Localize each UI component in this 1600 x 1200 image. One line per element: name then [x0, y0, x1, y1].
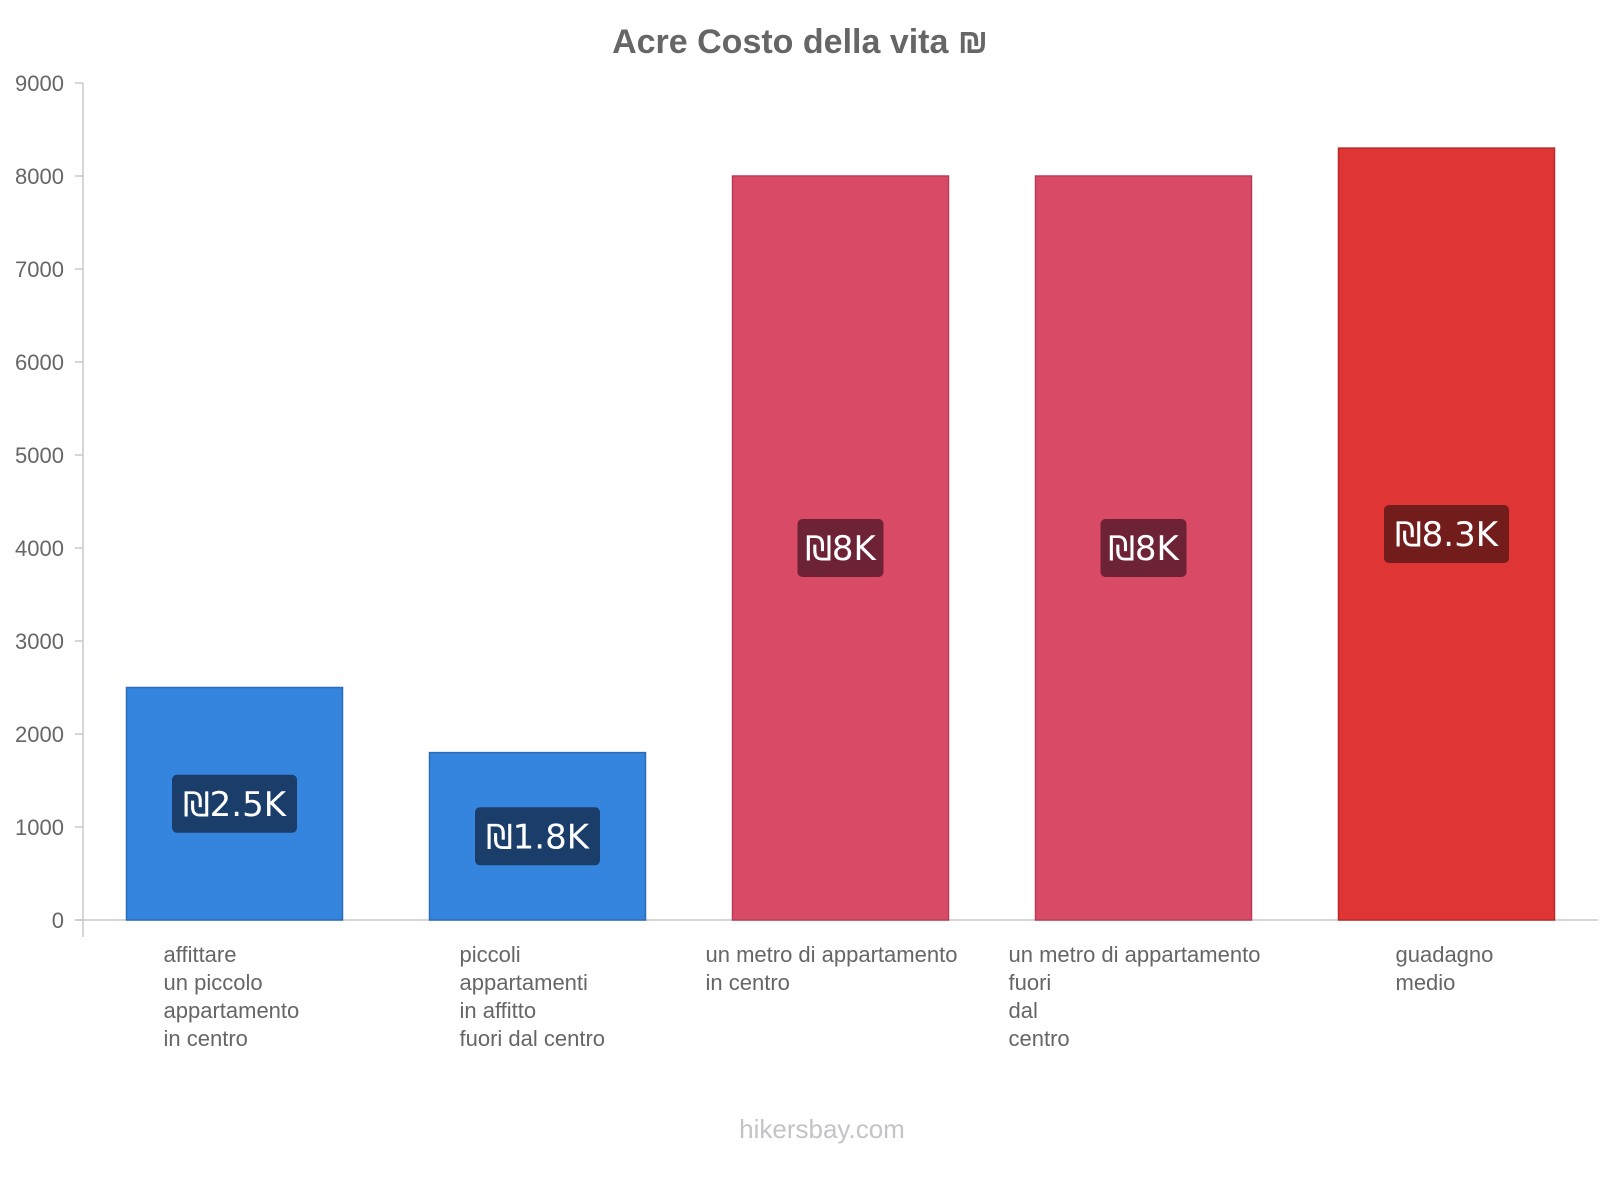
category-label-line: centro	[1009, 1026, 1070, 1051]
y-tick-label: 1000	[15, 815, 64, 840]
category-label-line: un metro di appartamento	[1009, 942, 1261, 967]
y-tick-label: 0	[52, 908, 64, 933]
data-label-box	[797, 519, 884, 577]
bar	[731, 175, 950, 921]
data-label-box	[172, 774, 297, 833]
data-label-box	[475, 807, 600, 866]
category-label-line: fuori dal centro	[460, 1026, 606, 1051]
category-label-line: appartamenti	[460, 970, 588, 995]
chart-title: Acre Costo della vita ₪	[612, 23, 988, 61]
data-label: ₪8K	[1108, 529, 1180, 569]
y-tick-label: 4000	[15, 536, 64, 561]
category-label-line: dal	[1009, 998, 1038, 1023]
category-label-line: fuori	[1009, 970, 1052, 995]
category-labels: affittare un piccolo appartamento in centro…	[164, 942, 1494, 1051]
data-label: ₪1.8K	[486, 817, 591, 857]
category-label-line: in affitto	[460, 998, 537, 1023]
y-tick-label: 7000	[15, 257, 64, 282]
category-label-line: un metro di appartamento	[706, 942, 958, 967]
data-label-box	[1100, 519, 1187, 577]
data-label-box	[1384, 505, 1509, 564]
footer-source: hikersbay.com	[739, 1114, 905, 1144]
category-label-line: piccoli	[460, 942, 521, 967]
data-label: ₪8.3K	[1395, 515, 1500, 555]
y-tick-label: 9000	[15, 71, 64, 96]
category-label-line: in centro	[164, 1026, 248, 1051]
y-axis: 0 1000 2000 3000 4000 5000 6000 7000 8000 9000	[15, 71, 84, 937]
bar-labels: ₪2.5K ₪1.8K ₪8K ₪8K ₪8.3K	[172, 505, 1509, 866]
y-tick-label: 5000	[15, 443, 64, 468]
y-tick-label: 2000	[15, 722, 64, 747]
category-label-line: medio	[1396, 970, 1456, 995]
data-label: ₪8K	[805, 529, 877, 569]
y-tick-label: 6000	[15, 350, 64, 375]
data-label: ₪2.5K	[183, 785, 288, 825]
category-label-line: guadagno	[1396, 942, 1494, 967]
category-label-line: appartamento	[164, 998, 300, 1023]
category-label-line: un piccolo	[164, 970, 263, 995]
category-label-line: in centro	[706, 970, 790, 995]
y-tick-label: 8000	[15, 164, 64, 189]
y-tick-label: 3000	[15, 629, 64, 654]
category-label-line: affittare	[164, 942, 237, 967]
